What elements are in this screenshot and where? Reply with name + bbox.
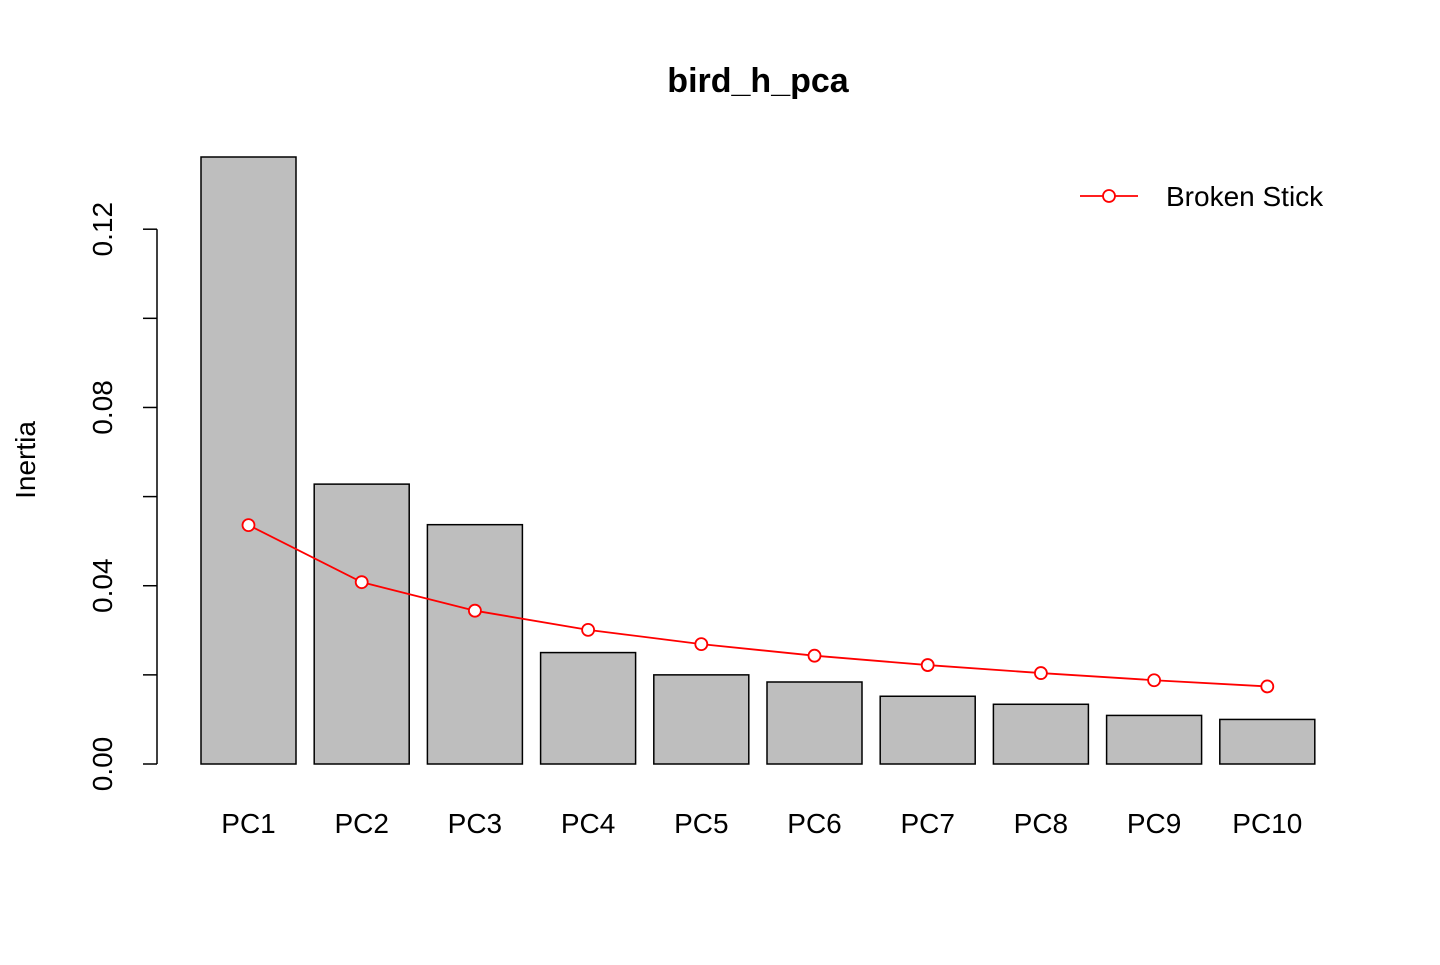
x-tick-label-pc3: PC3 [448,808,502,839]
broken-stick-point-pc10 [1260,679,1275,694]
broken-stick-point-pc1 [241,518,256,533]
bar-pc8 [992,703,1090,765]
broken-stick-point-pc4 [581,622,595,637]
x-tick-label-pc1: PC1 [221,808,275,839]
broken-stick-point-pc9 [1147,673,1161,688]
bar-pc9 [1105,714,1203,765]
broken-stick-series [241,518,1275,694]
bar-pc7 [879,695,976,765]
x-tick-label-pc9: PC9 [1127,808,1181,839]
y-axis: 0.00 0.04 0.08 0.12 [87,202,158,792]
legend-marker [1102,189,1116,203]
x-tick-labels: PC1 PC2 PC3 PC4 PC5 PC6 PC7 PC8 PC9 PC10 [221,808,1302,839]
x-tick-label-pc6: PC6 [787,808,841,839]
bar-pc5 [653,674,750,765]
y-tick-label: 0.12 [87,202,118,257]
y-tick-label: 0.00 [87,737,118,792]
broken-stick-line [248,524,1268,688]
x-tick-label-pc8: PC8 [1014,808,1068,839]
broken-stick-point-pc8 [1034,666,1048,680]
x-tick-label-pc10: PC10 [1232,808,1302,839]
bars [200,156,1316,765]
x-tick-label-pc4: PC4 [561,808,615,839]
bar-pc3 [426,523,524,765]
x-tick-label-pc5: PC5 [674,808,728,839]
broken-stick-point-pc3 [467,603,482,618]
broken-stick-point-pc5 [694,637,709,652]
broken-stick-point-pc7 [920,658,935,672]
x-tick-label-pc7: PC7 [900,808,954,839]
chart-title: bird_h_pca [667,62,849,100]
y-tick-label: 0.04 [87,558,118,613]
bar-pc2 [313,483,410,765]
legend-label: Broken Stick [1166,181,1324,212]
broken-stick-point-pc6 [807,648,822,663]
bar-pc10 [1219,718,1316,765]
broken-stick-point-pc2 [354,575,369,590]
x-tick-label-pc2: PC2 [334,808,388,839]
bar-pc6 [766,681,863,765]
y-axis-label: Inertia [10,421,41,499]
y-tick-label: 0.08 [87,380,118,435]
legend: Broken Stick [1080,181,1324,212]
bar-pc1 [200,156,297,765]
bar-pc4 [539,651,637,765]
